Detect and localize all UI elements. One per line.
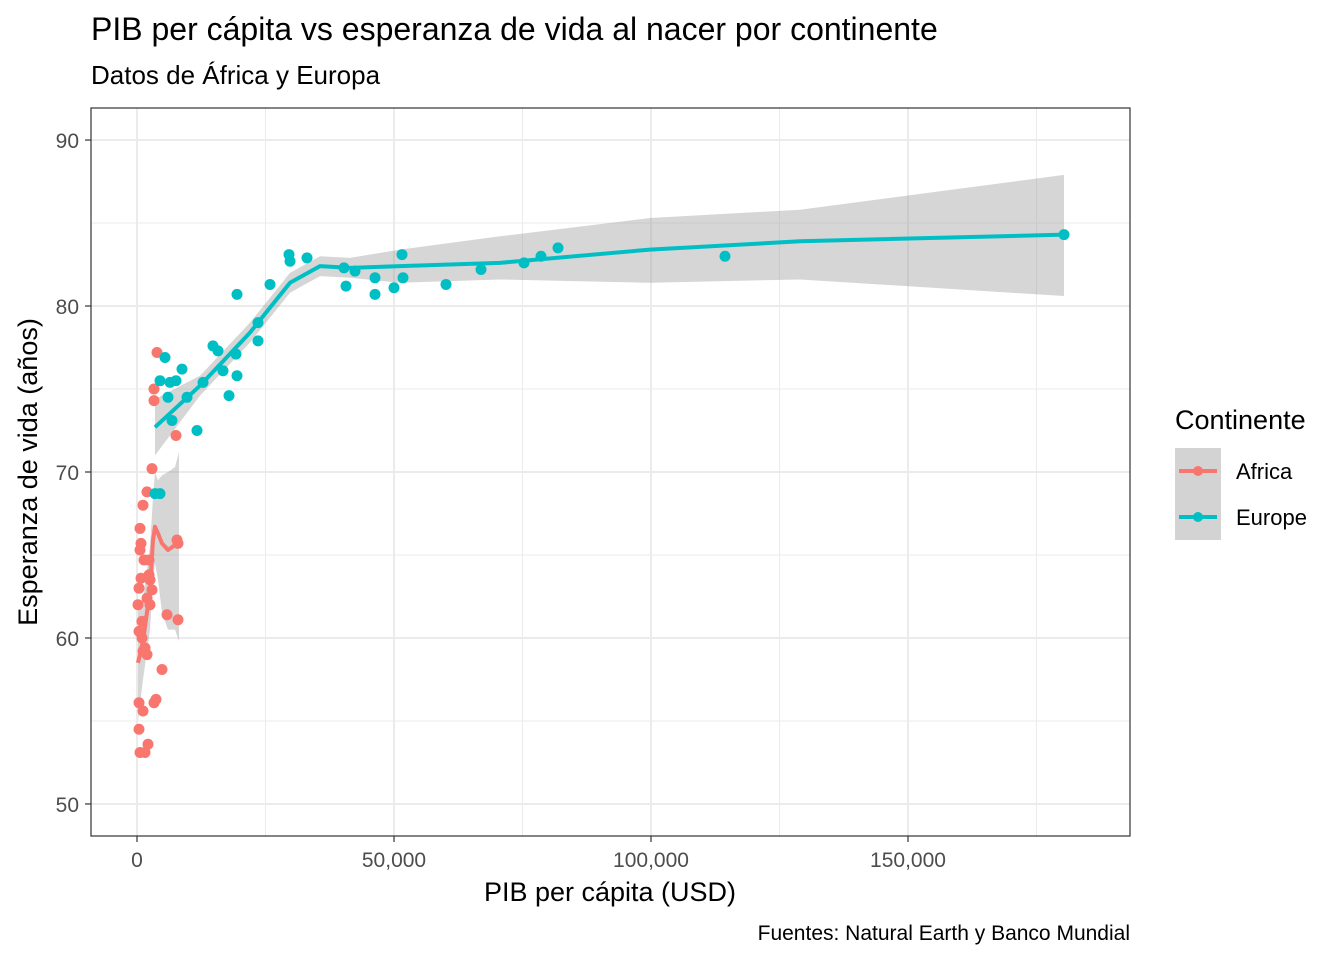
x-tick-label: 0	[131, 849, 143, 872]
data-point-europe	[159, 351, 171, 363]
data-point-europe	[231, 370, 243, 382]
data-point-europe	[284, 255, 296, 267]
data-point-africa	[137, 705, 149, 717]
data-point-africa	[148, 395, 160, 407]
data-point-europe	[176, 363, 188, 375]
data-point-europe	[252, 335, 264, 347]
data-point-europe	[162, 391, 174, 403]
data-point-africa	[133, 582, 145, 594]
data-point-africa	[137, 499, 149, 511]
y-tick-label: 70	[56, 462, 79, 485]
legend: Continente Africa Europe	[1175, 405, 1307, 540]
data-point-europe	[212, 345, 224, 357]
data-point-africa	[148, 697, 160, 709]
data-point-europe	[154, 375, 166, 387]
legend-point-europe	[1193, 512, 1203, 522]
data-point-europe	[170, 375, 182, 387]
data-point-europe	[396, 249, 408, 261]
data-point-africa	[133, 723, 145, 735]
data-point-africa	[142, 738, 154, 750]
y-tick-label: 50	[56, 794, 79, 817]
chart-subtitle: Datos de África y Europa	[91, 60, 381, 90]
data-point-europe	[301, 252, 313, 264]
data-point-europe	[397, 272, 409, 284]
data-point-europe	[264, 278, 276, 290]
data-point-europe	[340, 280, 352, 292]
x-tick-label: 150,000	[870, 849, 946, 872]
data-point-africa	[148, 383, 160, 395]
x-tick-label: 100,000	[613, 849, 689, 872]
x-tick-label: 50,000	[362, 849, 426, 872]
data-point-europe	[191, 425, 203, 437]
caption: Fuentes: Natural Earth y Banco Mundial	[758, 922, 1130, 945]
y-tick-label: 90	[56, 130, 79, 153]
data-point-africa	[133, 697, 145, 709]
y-tick-label: 60	[56, 628, 79, 651]
data-point-africa	[172, 614, 184, 626]
y-axis-label: Esperanza de vida (años)	[13, 318, 43, 626]
data-point-europe	[475, 264, 487, 276]
data-point-europe	[231, 288, 243, 300]
legend-label-europe: Europe	[1236, 505, 1307, 530]
smooth-line-europe	[153, 232, 1065, 429]
confidence-band-europe	[155, 174, 1065, 456]
y-tick-label: 80	[56, 296, 79, 319]
data-point-africa	[156, 664, 168, 676]
data-point-africa	[170, 429, 182, 441]
chart-title: PIB per cápita vs esperanza de vida al n…	[91, 11, 938, 47]
legend-point-africa	[1193, 466, 1203, 476]
data-point-africa	[139, 747, 151, 759]
data-point-africa	[161, 609, 173, 621]
data-point-europe	[223, 390, 235, 402]
data-point-europe	[719, 250, 731, 262]
data-point-africa	[135, 537, 147, 549]
data-point-europe	[217, 365, 229, 377]
data-point-europe	[388, 282, 400, 294]
data-point-africa	[146, 463, 158, 475]
data-point-europe	[369, 288, 381, 300]
data-point-africa	[151, 346, 163, 358]
confidence-band-africa	[138, 452, 180, 721]
data-point-africa	[132, 599, 144, 611]
data-point-africa	[134, 522, 146, 534]
legend-label-africa: Africa	[1236, 459, 1293, 484]
data-point-europe	[369, 272, 381, 284]
smooth-line-africa	[136, 524, 181, 664]
data-point-europe	[552, 242, 564, 254]
data-point-europe	[440, 278, 452, 290]
data-point-europe	[166, 415, 178, 427]
data-point-europe	[154, 488, 166, 500]
x-axis-label: PIB per cápita (USD)	[484, 877, 736, 907]
legend-title: Continente	[1175, 405, 1306, 435]
